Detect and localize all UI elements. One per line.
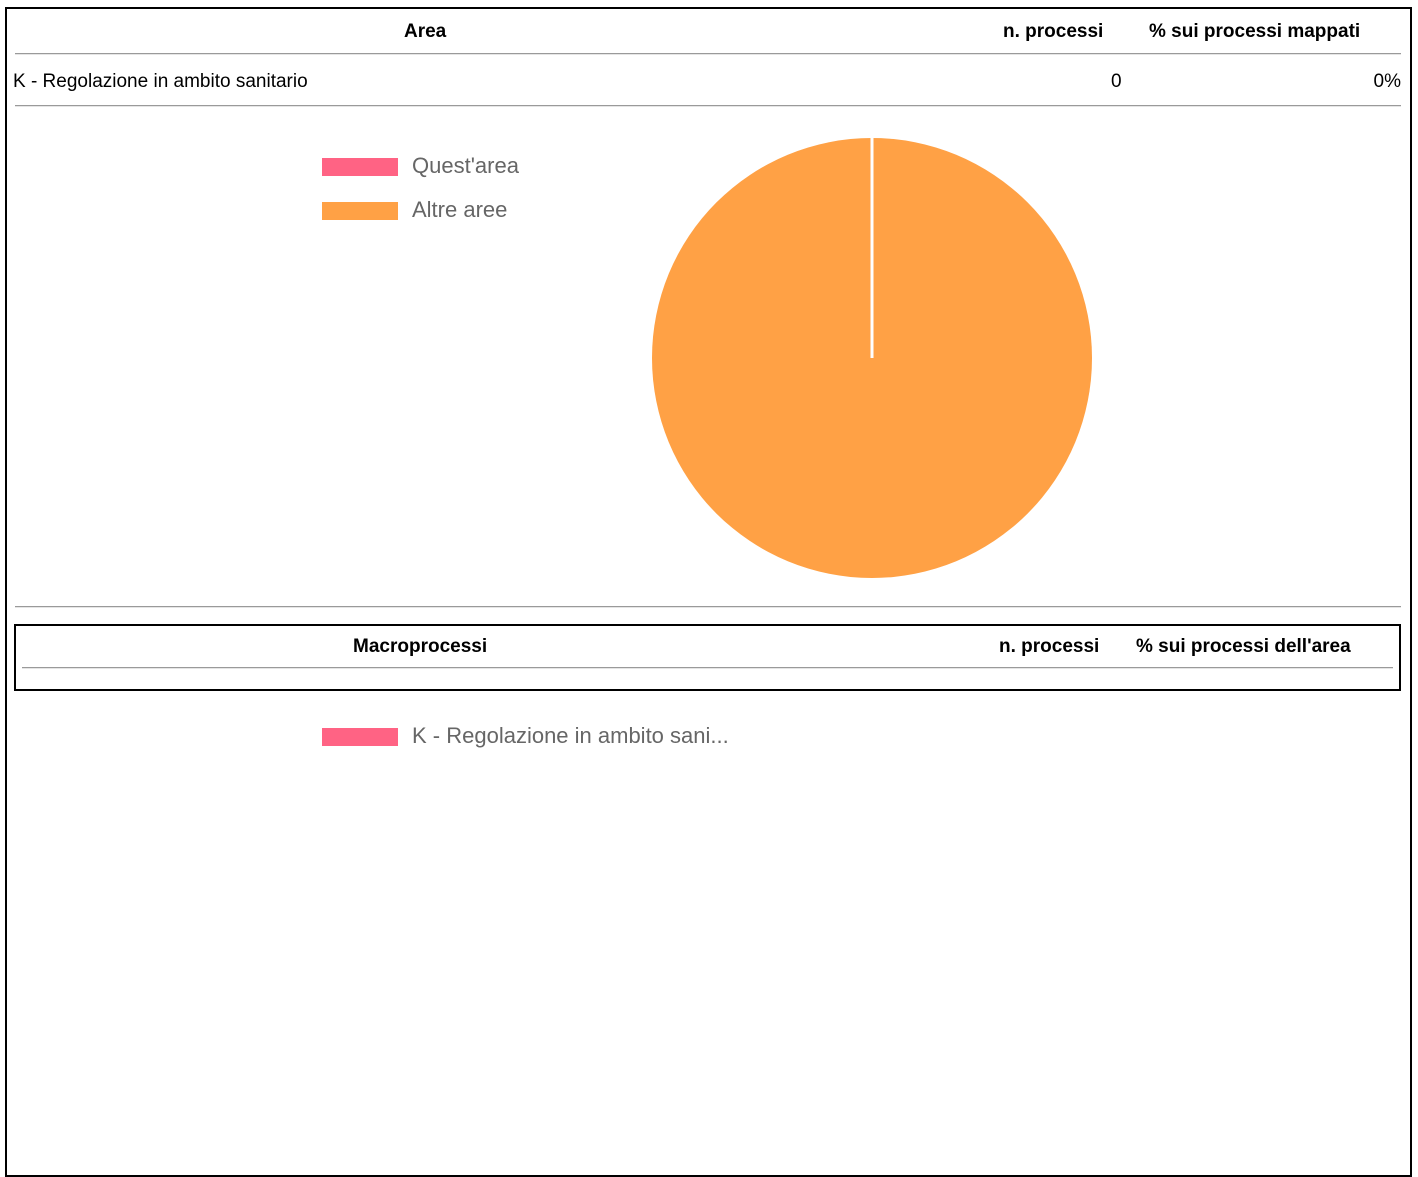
row-n-processi: 0 — [1111, 71, 1122, 92]
header-separator — [15, 53, 1401, 55]
legend-swatch-regolazione — [322, 728, 398, 746]
area-table-header: Area n. processi % sui processi mappati — [13, 17, 1401, 53]
col-header-area: Area — [404, 21, 447, 42]
col-header-pct-area: % sui processi dell'area — [1136, 636, 1351, 657]
col-header-macroprocessi: Macroprocessi — [353, 636, 488, 657]
row-separator — [15, 105, 1401, 107]
col-header-n-processi: n. processi — [1003, 21, 1104, 42]
legend-label-regolazione: K - Regolazione in ambito sani... — [412, 723, 729, 748]
chart-separator — [15, 606, 1401, 608]
row-area-name: K - Regolazione in ambito sanitario — [13, 71, 308, 92]
legend-label-quest-area: Quest'area — [412, 153, 519, 178]
table-row: K - Regolazione in ambito sanitario 0 0% — [13, 67, 1401, 97]
macro-header-separator — [22, 667, 1393, 669]
legend-label-altre-aree: Altre aree — [412, 197, 508, 222]
col-header-pct-mappati: % sui processi mappati — [1149, 21, 1361, 42]
row-pct: 0% — [1373, 71, 1401, 92]
legend-swatch-altre-aree — [322, 202, 398, 220]
legend-swatch-quest-area — [322, 158, 398, 176]
area-pie-chart — [652, 138, 1092, 578]
macroprocessi-table: Macroprocessi n. processi % sui processi… — [14, 624, 1401, 691]
col-header-n-processi-macro: n. processi — [999, 636, 1100, 657]
